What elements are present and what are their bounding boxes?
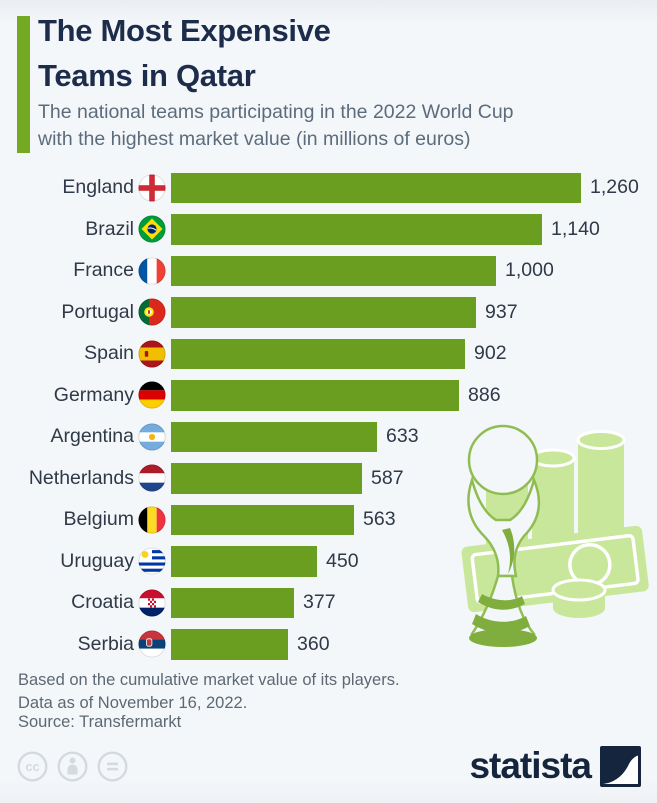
value-bar [171,380,459,411]
serbia-flag-icon [138,630,166,658]
bar-row: Serbia 360 [0,624,657,666]
value-label: 1,260 [590,176,639,199]
netherlands-flag-icon [138,464,166,492]
cc-icon[interactable]: cc [17,751,48,782]
bar-row: England 1,260 [0,167,657,209]
value-label: 1,000 [505,259,554,282]
country-label: Argentina [50,425,134,448]
england-flag-icon [138,174,166,202]
bar-row: Netherlands 587 [0,458,657,500]
bar-row: Argentina 633 [0,416,657,458]
bar-row: France 1,000 [0,250,657,292]
country-label: Belgium [63,508,134,531]
value-bar [171,504,354,535]
value-label: 902 [474,342,507,365]
country-label: Uruguay [60,549,134,572]
page-title: The Most Expensive Teams in Qatar [38,8,331,98]
value-bar [171,338,465,369]
statista-logo[interactable]: statista [469,742,641,790]
loose-coins [551,578,607,618]
value-label: 633 [386,425,419,448]
subtitle-line-2: with the highest market value (in millio… [38,128,471,150]
bar-row: Brazil 1,140 [0,209,657,251]
footnote-line-2: Data as of November 16, 2022. [18,694,248,712]
value-bar [171,629,288,660]
brazil-flag-icon [138,215,166,243]
title-line-1: The Most Expensive [38,13,331,48]
value-label: 377 [303,591,336,614]
croatia-flag-icon [138,589,166,617]
statista-wordmark: statista [469,745,592,786]
attribution-icon[interactable] [57,751,88,782]
belgium-flag-icon [138,506,166,534]
germany-flag-icon [138,381,166,409]
argentina-flag-icon [138,423,166,451]
world-cup-trophy-watermark-icon [461,424,649,647]
country-label: Brazil [85,217,134,240]
trophy-outline [467,424,541,647]
bar-row: Croatia 377 [0,582,657,624]
country-label: England [62,176,134,199]
country-label: France [73,259,134,282]
bar-row: Spain 902 [0,333,657,375]
country-label: Serbia [77,632,134,655]
country-label: Netherlands [28,466,134,489]
uruguay-flag-icon [138,547,166,575]
value-bar [171,587,294,618]
chart-footnote: Based on the cumulative market value of … [18,669,400,715]
equals-icon[interactable] [97,751,128,782]
subtitle-line-1: The national teams participating in the … [38,101,514,123]
value-label: 450 [326,549,359,572]
value-bar [171,421,377,452]
bar-chart: England 1,260 Brazil 1,140 France 1,000 Portug… [0,167,657,665]
cc-license-icons[interactable]: cc [17,751,128,782]
bar-row: Portugal 937 [0,292,657,334]
title-line-2: Teams in Qatar [38,58,256,93]
value-label: 563 [363,508,396,531]
country-label: Germany [53,383,134,406]
value-bar [171,546,317,577]
value-bar [171,463,362,494]
value-label: 587 [371,466,404,489]
country-label: Croatia [71,591,134,614]
title-accent-bar [17,16,30,153]
value-label: 1,140 [551,217,600,240]
value-bar [171,214,542,245]
bar-row: Belgium 563 [0,499,657,541]
bar-row: Germany 886 [0,375,657,417]
source-line: Source: Transfermarkt [18,713,182,731]
footnote-line-1: Based on the cumulative market value of … [18,671,400,689]
value-label: 360 [297,632,330,655]
country-label: Portugal [61,300,134,323]
value-bar [171,255,496,286]
value-label: 937 [485,300,518,323]
value-bar [171,297,476,328]
portugal-flag-icon [138,298,166,326]
statista-swoosh-icon [600,745,641,787]
chart-subtitle: The national teams participating in the … [38,99,514,153]
country-label: Spain [84,342,134,365]
france-flag-icon [138,257,166,285]
bar-row: Uruguay 450 [0,541,657,583]
value-bar [171,172,581,203]
spain-flag-icon [138,340,166,368]
value-label: 886 [468,383,501,406]
svg-text:cc: cc [26,760,40,774]
